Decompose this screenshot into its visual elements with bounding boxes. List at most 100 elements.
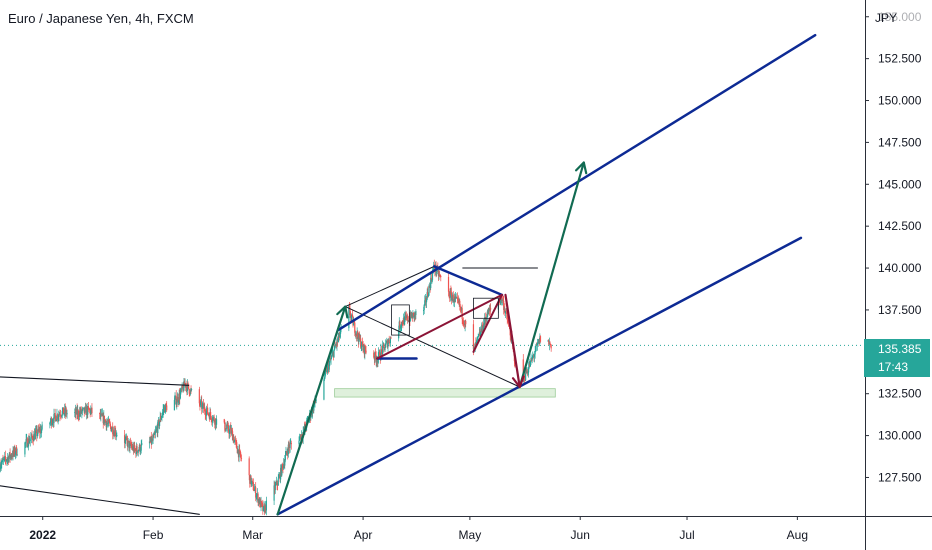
channel-lower-line[interactable] bbox=[276, 236, 803, 516]
candle-body bbox=[26, 438, 28, 447]
candle-body bbox=[58, 414, 60, 417]
candle-body bbox=[256, 495, 258, 497]
candle-body bbox=[257, 493, 259, 503]
candle-body bbox=[8, 456, 10, 462]
candle-body bbox=[204, 411, 206, 415]
candle-body bbox=[158, 421, 161, 426]
candle-body bbox=[215, 419, 218, 425]
candle-body bbox=[198, 389, 200, 404]
candle-body bbox=[354, 322, 356, 333]
candle-body bbox=[37, 428, 39, 435]
candle-body bbox=[2, 459, 5, 461]
candle-body bbox=[131, 446, 133, 447]
candle-body bbox=[465, 320, 467, 325]
candle-body bbox=[285, 451, 288, 453]
impulse-arrow[interactable] bbox=[276, 305, 349, 516]
candle-body bbox=[231, 431, 234, 441]
candle-body bbox=[502, 300, 504, 301]
candle-body bbox=[377, 358, 379, 363]
candle-body bbox=[472, 324, 475, 350]
candle-body bbox=[315, 399, 317, 401]
candle-body bbox=[425, 299, 428, 303]
pattern-upper-line[interactable] bbox=[433, 265, 504, 297]
candle-body bbox=[87, 406, 89, 415]
candle-body bbox=[179, 392, 181, 399]
candle-body bbox=[199, 401, 202, 406]
candle-body bbox=[261, 501, 263, 504]
candle-body bbox=[426, 292, 428, 300]
candle-body bbox=[507, 322, 510, 324]
candle-body bbox=[157, 421, 159, 434]
candle-body bbox=[134, 445, 136, 450]
candle-body bbox=[155, 429, 157, 432]
candle-body bbox=[213, 416, 215, 422]
candle-body bbox=[282, 463, 285, 469]
candle-body bbox=[224, 430, 227, 432]
candle-body bbox=[503, 300, 505, 310]
candle-body bbox=[14, 448, 16, 455]
price-axis-unit: JPY bbox=[875, 11, 897, 25]
support-zone[interactable] bbox=[334, 388, 556, 398]
drawings[interactable] bbox=[0, 33, 817, 516]
candle-body bbox=[532, 356, 534, 358]
candle-body bbox=[240, 455, 242, 459]
drop-arrow-shaft bbox=[504, 293, 521, 389]
correction-box[interactable] bbox=[391, 304, 410, 336]
candle-body bbox=[139, 444, 141, 452]
wave-line-b[interactable] bbox=[472, 293, 503, 353]
candle-body bbox=[4, 455, 6, 459]
drop-arrow[interactable] bbox=[504, 293, 525, 389]
triangle-lower-line[interactable] bbox=[344, 306, 521, 388]
candle-body bbox=[289, 443, 291, 448]
triangle-upper-line[interactable] bbox=[344, 265, 435, 308]
drop-arrow-head bbox=[511, 375, 525, 389]
candle-body bbox=[265, 500, 267, 511]
candle-body bbox=[108, 420, 110, 423]
candle-body bbox=[224, 422, 226, 431]
candle-body bbox=[49, 422, 51, 425]
correction-box[interactable] bbox=[473, 297, 499, 319]
candle-body bbox=[227, 425, 230, 432]
wave-line-a[interactable] bbox=[376, 293, 503, 360]
candle-body bbox=[337, 337, 339, 342]
candle-body bbox=[453, 301, 455, 303]
candle-body bbox=[348, 306, 351, 309]
candle-body bbox=[504, 312, 507, 314]
candle-body bbox=[55, 416, 57, 422]
candle-body bbox=[523, 375, 526, 380]
candle-body bbox=[375, 356, 377, 362]
candle-body bbox=[187, 383, 189, 385]
candle-body bbox=[450, 290, 452, 293]
candle-body bbox=[427, 292, 429, 296]
candle-body bbox=[290, 443, 292, 445]
candle-body bbox=[140, 444, 142, 451]
candle-body bbox=[112, 434, 114, 436]
candle-body bbox=[439, 274, 441, 276]
projection-arrow[interactable] bbox=[518, 161, 588, 389]
y-tick-label: 152.500 bbox=[878, 52, 922, 66]
candle-body bbox=[357, 331, 359, 337]
candle-body bbox=[298, 440, 300, 445]
candle-body bbox=[261, 503, 263, 505]
candle-body bbox=[484, 317, 486, 325]
candle-body bbox=[431, 272, 434, 281]
candle-body bbox=[128, 440, 130, 442]
candle-body bbox=[175, 395, 177, 405]
candle-body bbox=[188, 389, 190, 394]
candle-body bbox=[475, 343, 477, 344]
candle-body bbox=[350, 316, 352, 318]
candle-body bbox=[141, 443, 143, 445]
chart-title: Euro / Japanese Yen, 4h, FXCM bbox=[8, 11, 194, 26]
candle-body bbox=[115, 430, 117, 436]
candle-body bbox=[299, 436, 301, 441]
old-trend-line[interactable] bbox=[0, 485, 200, 515]
channel-upper-line[interactable] bbox=[336, 33, 817, 332]
candle-body bbox=[364, 346, 367, 351]
candle-body bbox=[440, 275, 442, 277]
candle-body bbox=[81, 408, 84, 412]
candle-body bbox=[74, 412, 76, 413]
old-resistance-line[interactable] bbox=[0, 376, 190, 386]
candle-body bbox=[250, 481, 253, 485]
candle-body bbox=[461, 308, 463, 319]
